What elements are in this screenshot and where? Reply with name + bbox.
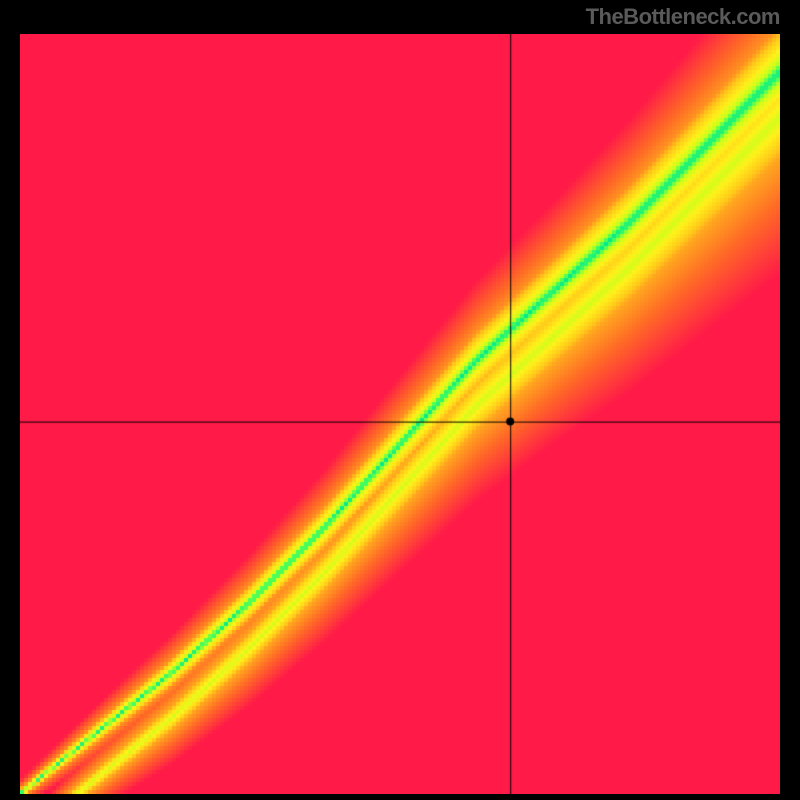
heatmap-plot [20,34,780,794]
heatmap-canvas [20,34,780,794]
watermark-text: TheBottleneck.com [586,4,780,30]
chart-container: TheBottleneck.com [0,0,800,800]
